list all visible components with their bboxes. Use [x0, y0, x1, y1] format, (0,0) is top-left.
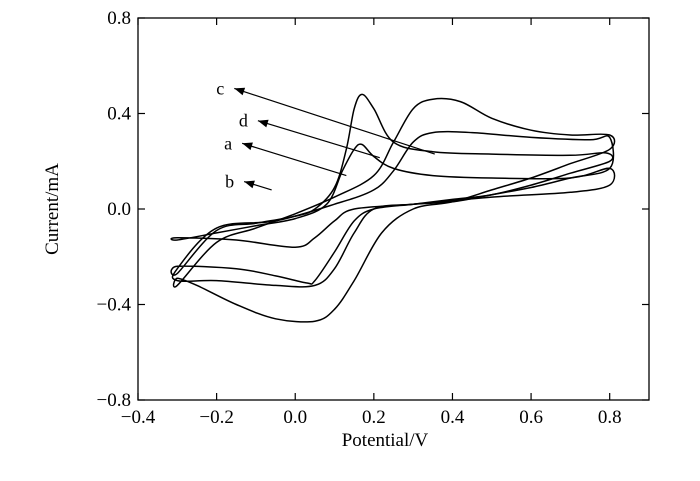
y-tick-label: 0.8 [107, 8, 131, 29]
cv-curve-c [170, 93, 614, 285]
x-axis-title: Potential/V [342, 430, 429, 451]
label-arrowhead-d [257, 119, 269, 128]
x-tick-label: 0.0 [283, 407, 307, 428]
label-arrowhead-c [234, 87, 246, 96]
y-tick-label: 0.4 [107, 104, 131, 125]
x-axis-ticks: −0.4 −0.2 0.0 0.2 0.4 0.6 0.8 [121, 18, 622, 428]
x-tick-label: 0.6 [519, 407, 543, 428]
curve-label-a: a [224, 133, 232, 153]
label-arrow-d [257, 120, 380, 159]
y-axis-ticks: −0.8 −0.4 0.0 0.4 0.8 [97, 8, 649, 411]
x-tick-label: −0.4 [121, 407, 156, 428]
curve-label-d: d [239, 111, 248, 131]
cv-curve-b [172, 97, 616, 323]
y-tick-label: −0.4 [97, 295, 132, 316]
x-tick-label: −0.2 [199, 407, 233, 428]
y-tick-label: 0.0 [107, 199, 131, 220]
curve-label-c: c [216, 78, 224, 98]
cv-curve-d [171, 130, 615, 288]
plot-frame [137, 17, 650, 401]
cv-curve-a [170, 143, 616, 248]
label-arrow-c [234, 87, 435, 155]
label-arrowhead-a [242, 142, 253, 151]
x-tick-label: 0.4 [441, 407, 465, 428]
x-tick-label: 0.8 [598, 407, 622, 428]
label-arrowhead-b [244, 180, 255, 189]
curve-label-b: b [225, 172, 234, 192]
x-tick-label: 0.2 [362, 407, 386, 428]
y-axis-title: Current/mA [42, 163, 63, 255]
label-arrow-a [241, 142, 347, 177]
cv-curves [170, 93, 616, 323]
y-tick-label: −0.8 [97, 390, 131, 411]
